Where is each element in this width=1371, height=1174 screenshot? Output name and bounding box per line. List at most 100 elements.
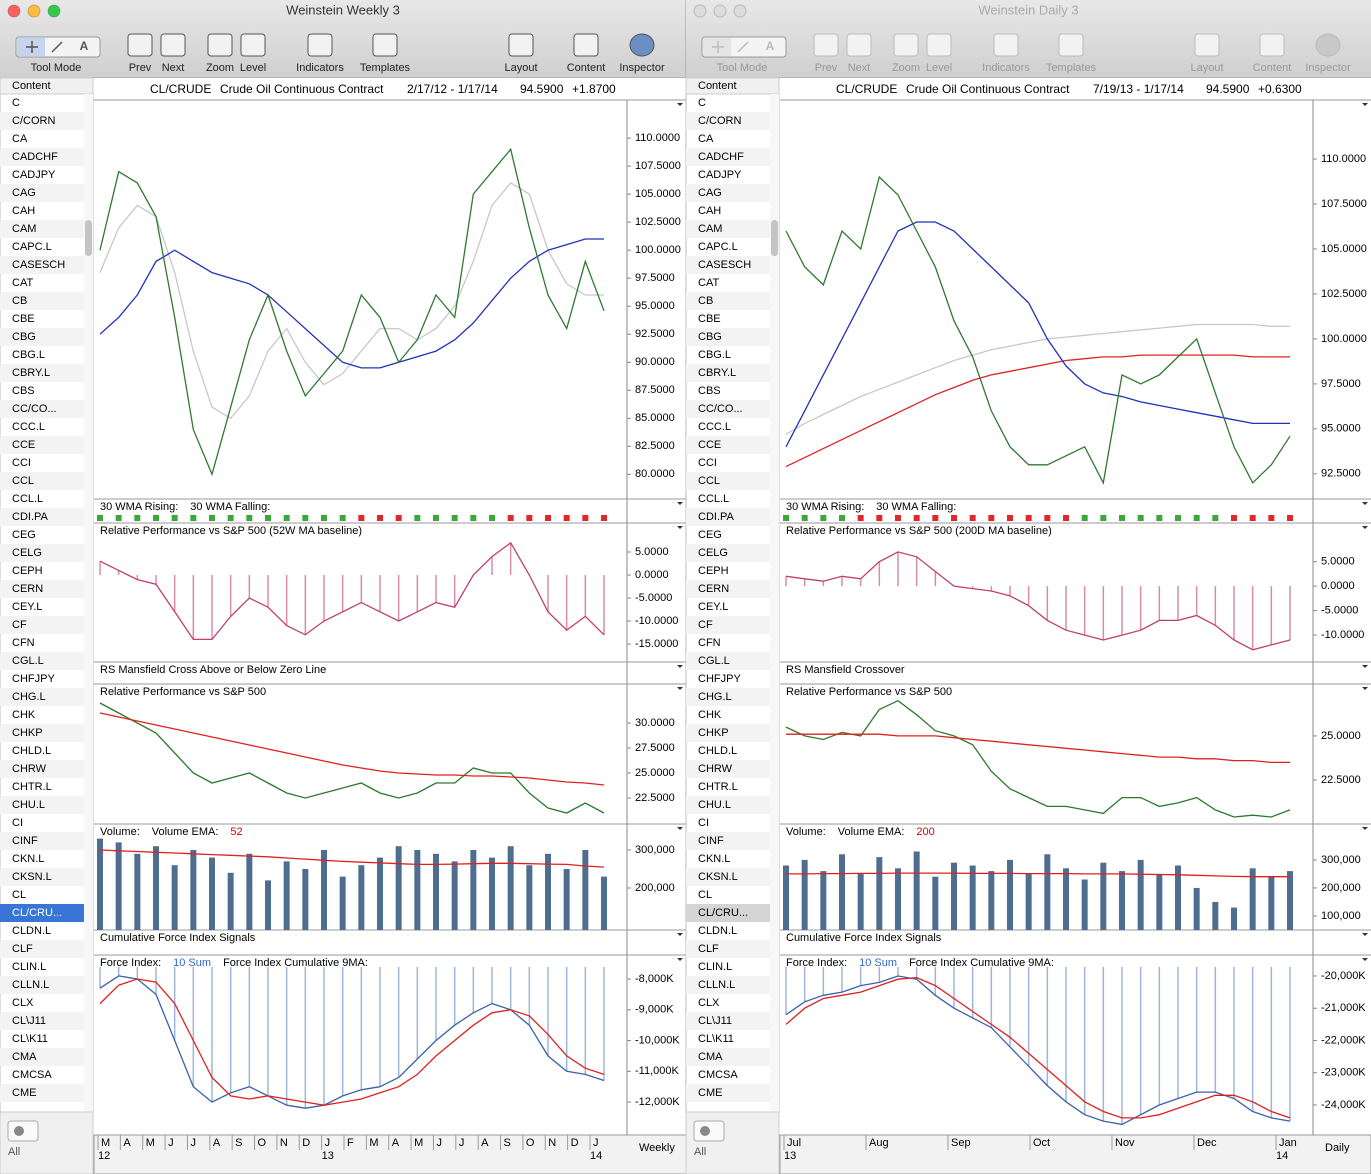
symbol-name[interactable]: CELG xyxy=(698,547,728,559)
symbol-row[interactable] xyxy=(0,400,84,418)
symbol-name[interactable]: CL/CRU... xyxy=(698,907,748,919)
symbol-name[interactable]: C xyxy=(698,97,706,109)
symbol-row[interactable] xyxy=(686,400,770,418)
symbol-name[interactable]: CHK xyxy=(12,709,36,721)
symbol-row[interactable] xyxy=(0,1012,84,1030)
symbol-name[interactable]: CBG.L xyxy=(12,349,45,361)
toolbar-icon[interactable] xyxy=(1058,33,1084,57)
symbol-name[interactable]: CEG xyxy=(698,529,722,541)
symbol-name[interactable]: CELG xyxy=(12,547,42,559)
symbol-row[interactable] xyxy=(0,976,84,994)
toolbar-icon[interactable] xyxy=(893,33,919,57)
symbol-name[interactable]: CDI.PA xyxy=(12,511,49,523)
symbol-name[interactable]: CB xyxy=(12,295,27,307)
symbol-name[interactable]: CME xyxy=(698,1087,722,1099)
panel-menu[interactable] xyxy=(677,827,683,830)
panel-menu[interactable] xyxy=(677,665,683,668)
symbol-row[interactable] xyxy=(686,580,770,598)
toolbar-icon[interactable] xyxy=(813,33,839,57)
symbol-row[interactable] xyxy=(686,652,770,670)
toolbar-icon[interactable] xyxy=(372,33,398,57)
symbol-name[interactable]: CBE xyxy=(698,313,721,325)
symbol-name[interactable]: CBG xyxy=(12,331,36,343)
toolbar-icon[interactable] xyxy=(508,33,534,57)
symbol-row[interactable] xyxy=(686,364,770,382)
symbol-name[interactable]: CAH xyxy=(698,205,721,217)
symbol-row[interactable] xyxy=(0,940,84,958)
symbol-name[interactable]: CKN.L xyxy=(12,853,44,865)
symbol-row[interactable] xyxy=(686,292,770,310)
symbol-name[interactable]: CCC.L xyxy=(12,421,45,433)
toolbar-icon[interactable] xyxy=(1315,33,1341,57)
scrollbar-thumb[interactable] xyxy=(771,220,778,256)
symbol-row[interactable] xyxy=(686,544,770,562)
panel-menu[interactable] xyxy=(677,687,683,690)
symbol-name[interactable]: CHRW xyxy=(698,763,733,775)
symbol-name[interactable]: CHTR.L xyxy=(698,781,738,793)
symbol-row[interactable] xyxy=(0,220,84,238)
symbol-row[interactable] xyxy=(686,256,770,274)
symbol-name[interactable]: C/CORN xyxy=(12,115,55,127)
panel-menu[interactable] xyxy=(677,103,683,106)
symbol-name[interactable]: CERN xyxy=(698,583,729,595)
symbol-name[interactable]: CKSN.L xyxy=(698,871,738,883)
symbol-name[interactable]: CHLD.L xyxy=(698,745,737,757)
symbol-row[interactable] xyxy=(686,760,770,778)
symbol-name[interactable]: CHG.L xyxy=(698,691,732,703)
symbol-name[interactable]: CHKP xyxy=(12,727,43,739)
symbol-name[interactable]: CMA xyxy=(698,1051,723,1063)
symbol-name[interactable]: CEPH xyxy=(12,565,43,577)
symbol-name[interactable]: CBG xyxy=(698,331,722,343)
symbol-name[interactable]: CBRY.L xyxy=(12,367,50,379)
panel-menu[interactable] xyxy=(1362,665,1368,668)
panel-menu[interactable] xyxy=(677,933,683,936)
toolbar-icon[interactable] xyxy=(207,33,233,57)
symbol-name[interactable]: CLX xyxy=(698,997,720,1009)
symbol-name[interactable]: CL\J11 xyxy=(12,1015,46,1027)
symbol-name[interactable]: CI xyxy=(698,817,709,829)
panel-menu[interactable] xyxy=(1362,827,1368,830)
window-button[interactable] xyxy=(27,4,41,18)
symbol-name[interactable]: CCL.L xyxy=(12,493,43,505)
panel-menu[interactable] xyxy=(1362,103,1368,106)
toolbar-icon[interactable] xyxy=(573,33,599,57)
symbol-name[interactable]: CA xyxy=(698,133,714,145)
symbol-name[interactable]: CC/CO... xyxy=(698,403,743,415)
symbol-name[interactable]: CASESCH xyxy=(12,259,65,271)
symbol-name[interactable]: CFN xyxy=(698,637,721,649)
symbol-name[interactable]: CLLN.L xyxy=(698,979,735,991)
symbol-row[interactable] xyxy=(686,184,770,202)
symbol-name[interactable]: CGL.L xyxy=(12,655,44,667)
symbol-row[interactable] xyxy=(0,760,84,778)
symbol-row[interactable] xyxy=(0,652,84,670)
toolbar-icon[interactable] xyxy=(846,33,872,57)
symbol-name[interactable]: CDI.PA xyxy=(698,511,735,523)
symbol-name[interactable]: CHFJPY xyxy=(698,673,741,685)
symbol-name[interactable]: CHU.L xyxy=(12,799,45,811)
symbol-name[interactable]: CGL.L xyxy=(698,655,730,667)
symbol-name[interactable]: CL/CRU... xyxy=(12,907,62,919)
toolbar-icon[interactable] xyxy=(629,33,655,57)
symbol-row[interactable] xyxy=(686,1048,770,1066)
symbol-name[interactable]: CEY.L xyxy=(698,601,728,613)
toolbar-icon[interactable] xyxy=(926,33,952,57)
symbol-name[interactable]: CHU.L xyxy=(698,799,731,811)
symbol-name[interactable]: CLLN.L xyxy=(12,979,49,991)
symbol-name[interactable]: CFN xyxy=(12,637,35,649)
symbol-name[interactable]: CBE xyxy=(12,313,35,325)
symbol-name[interactable]: CADCHF xyxy=(698,151,744,163)
symbol-row[interactable] xyxy=(0,256,84,274)
symbol-name[interactable]: CHK xyxy=(698,709,722,721)
toolbar-icon[interactable] xyxy=(127,33,153,57)
symbol-row[interactable] xyxy=(0,580,84,598)
symbol-name[interactable]: CCE xyxy=(698,439,721,451)
symbol-name[interactable]: CF xyxy=(12,619,27,631)
symbol-row-selected[interactable] xyxy=(686,904,770,922)
window-button[interactable] xyxy=(47,4,61,18)
symbol-name[interactable]: CMCSA xyxy=(698,1069,738,1081)
symbol-name[interactable]: CL\K11 xyxy=(698,1033,734,1045)
symbol-name[interactable]: C xyxy=(12,97,20,109)
symbol-name[interactable]: CLF xyxy=(12,943,33,955)
window-button[interactable] xyxy=(713,4,727,18)
symbol-name[interactable]: CHKP xyxy=(698,727,729,739)
